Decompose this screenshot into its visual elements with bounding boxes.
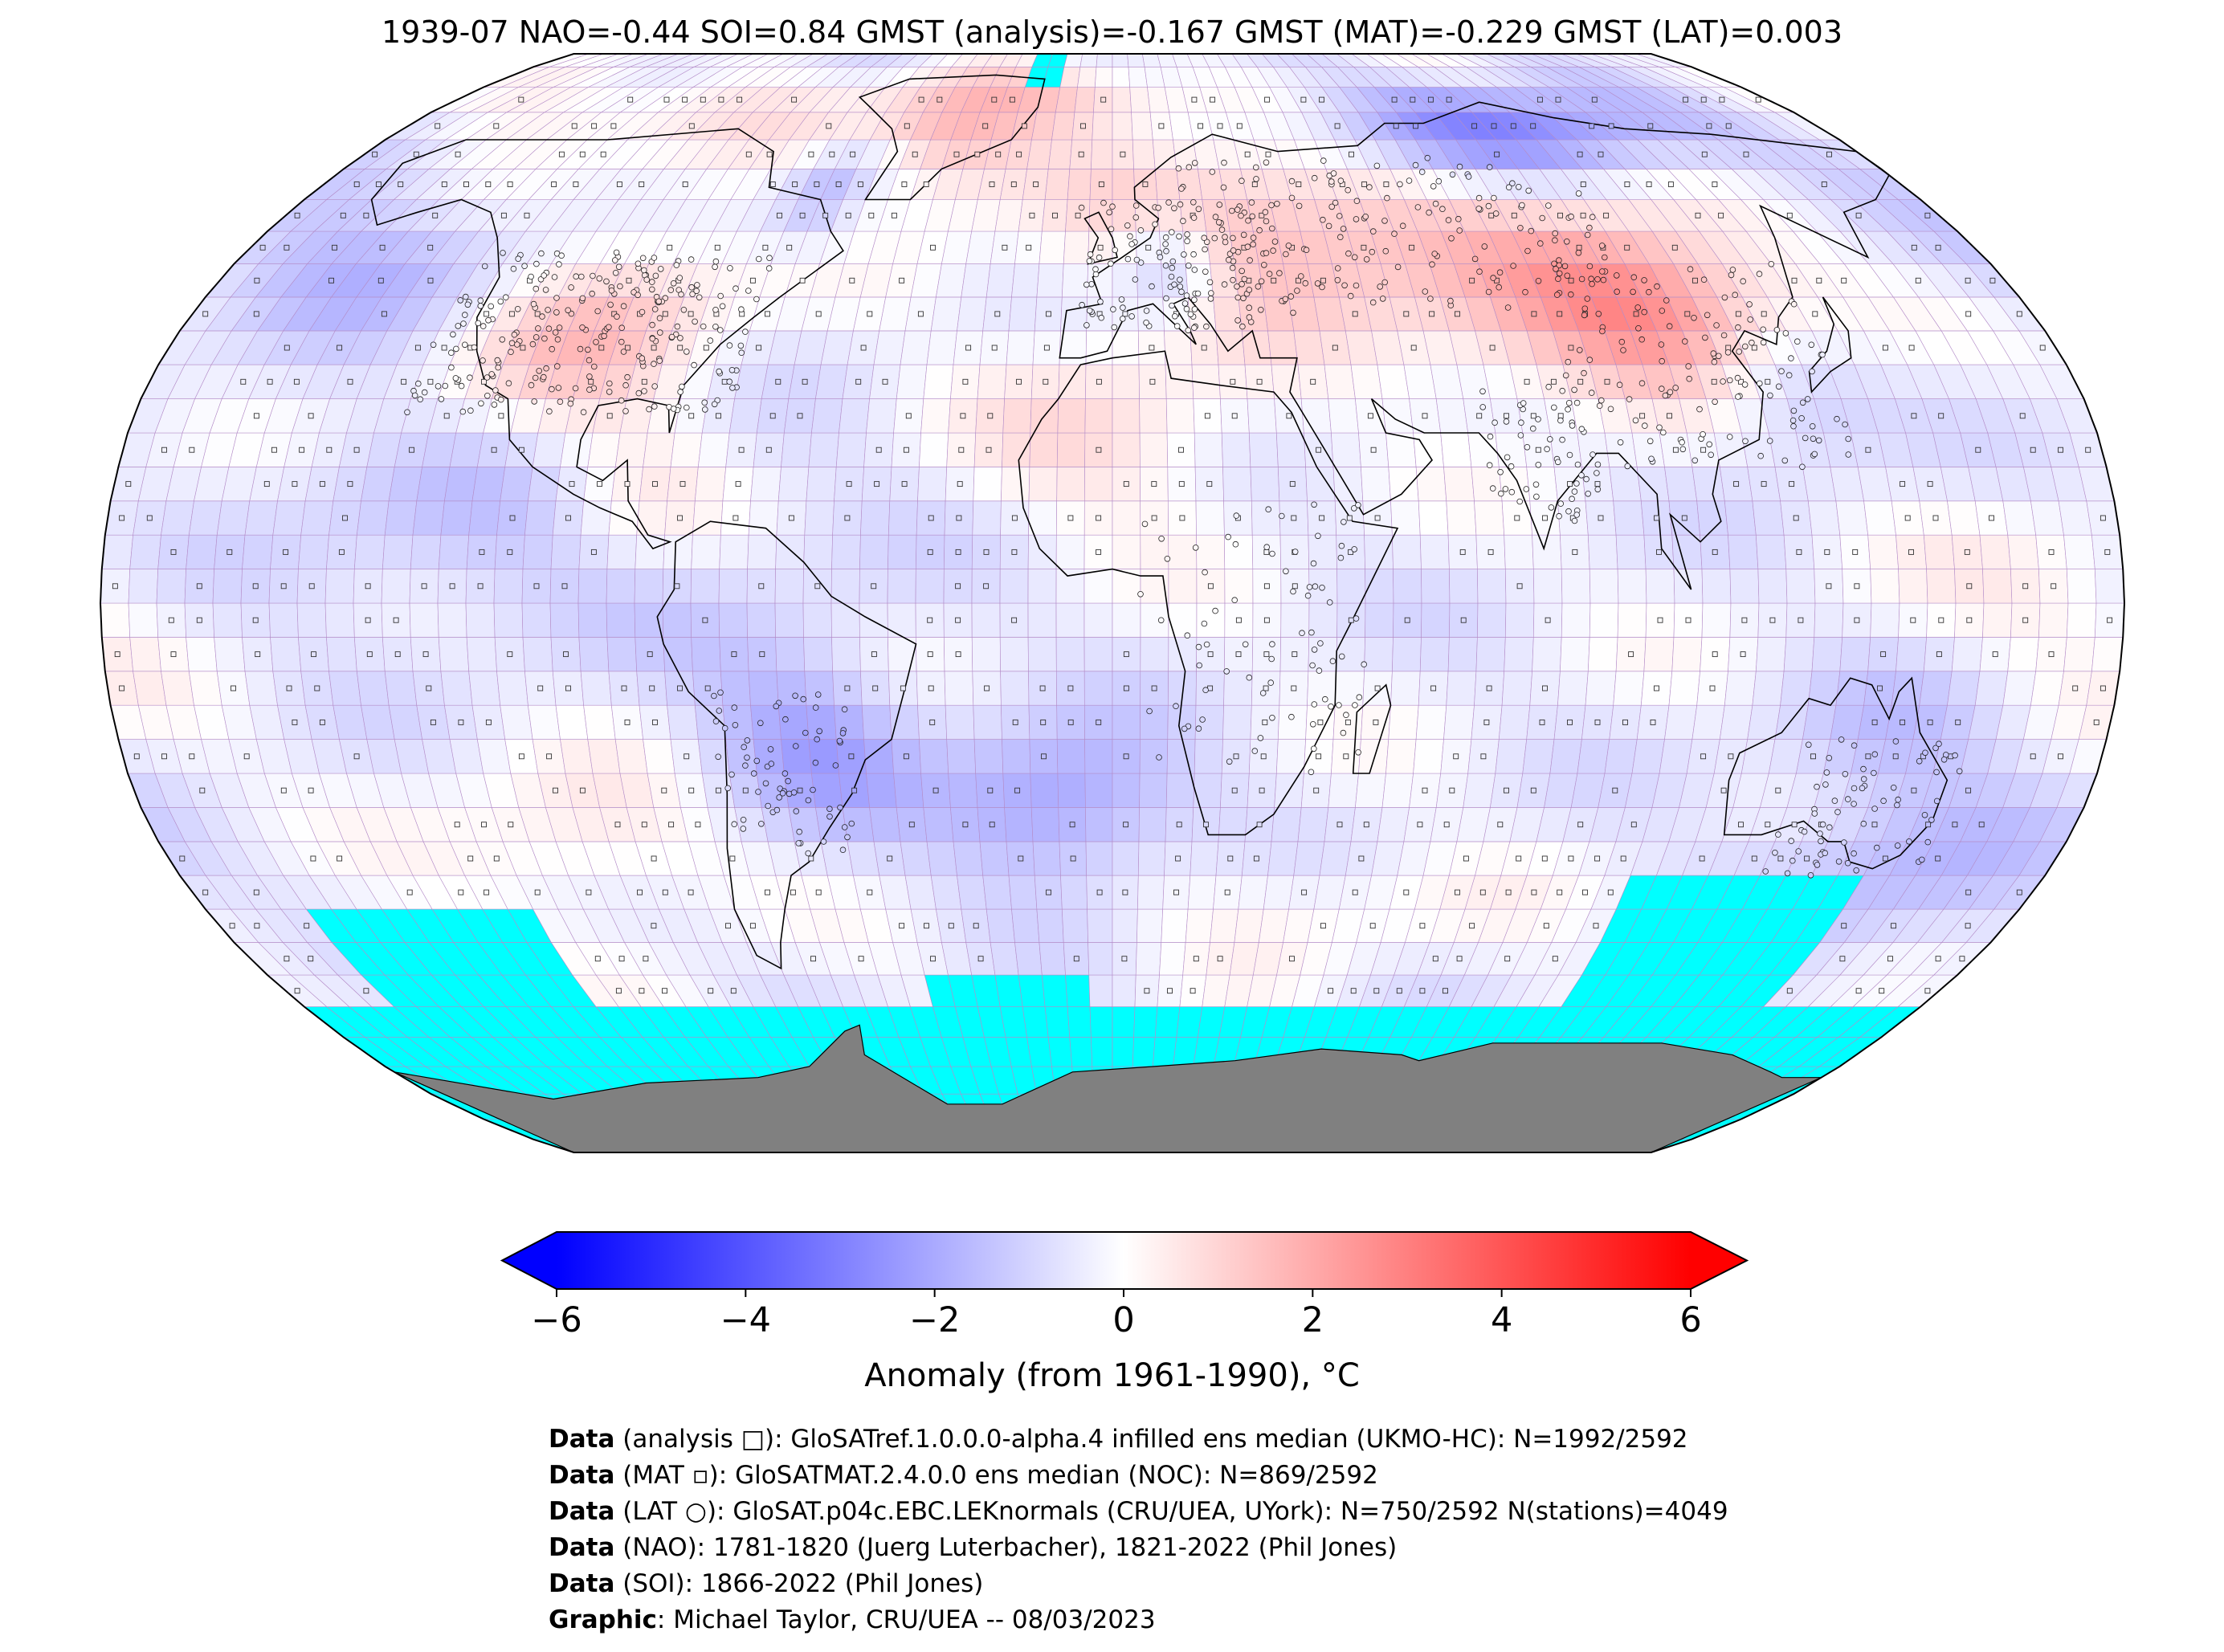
colorbar-extend-low xyxy=(502,1232,557,1289)
credit-line: Data (analysis □): GloSATref.1.0.0.0-alp… xyxy=(549,1425,1688,1454)
credit-line: Graphic: Michael Taylor, CRU/UEA -- 08/0… xyxy=(549,1605,1156,1634)
colorbar-tick-label: 2 xyxy=(1301,1300,1324,1340)
credit-line: Data (LAT ○): GloSAT.p04c.EBC.LEKnormals… xyxy=(549,1497,1728,1526)
colorbar-gradient xyxy=(557,1232,1691,1289)
credit-line: Data (MAT ▫): GloSATMAT.2.4.0.0 ens medi… xyxy=(549,1461,1378,1490)
data-credits: Data (analysis □): GloSATref.1.0.0.0-alp… xyxy=(549,1422,1728,1638)
colorbar-tick-label: 4 xyxy=(1490,1300,1513,1340)
credit-line: Data (NAO): 1781-1820 (Juerg Luterbacher… xyxy=(549,1533,1398,1562)
map-title: 1939-07 NAO=-0.44 SOI=0.84 GMST (analysi… xyxy=(381,14,1843,50)
colorbar-tick-label: −6 xyxy=(531,1300,582,1340)
colorbar-extend-high xyxy=(1691,1232,1747,1289)
credit-line: Data (SOI): 1866-2022 (Phil Jones) xyxy=(549,1569,984,1598)
colorbar-tick-label: −4 xyxy=(720,1300,772,1340)
colorbar-tick-label: −2 xyxy=(908,1300,961,1340)
colorbar-tick-label: 6 xyxy=(1679,1300,1702,1340)
colorbar-tick-label: 0 xyxy=(1112,1300,1135,1340)
colorbar-label: Anomaly (from 1961-1990), °C xyxy=(864,1357,1360,1394)
